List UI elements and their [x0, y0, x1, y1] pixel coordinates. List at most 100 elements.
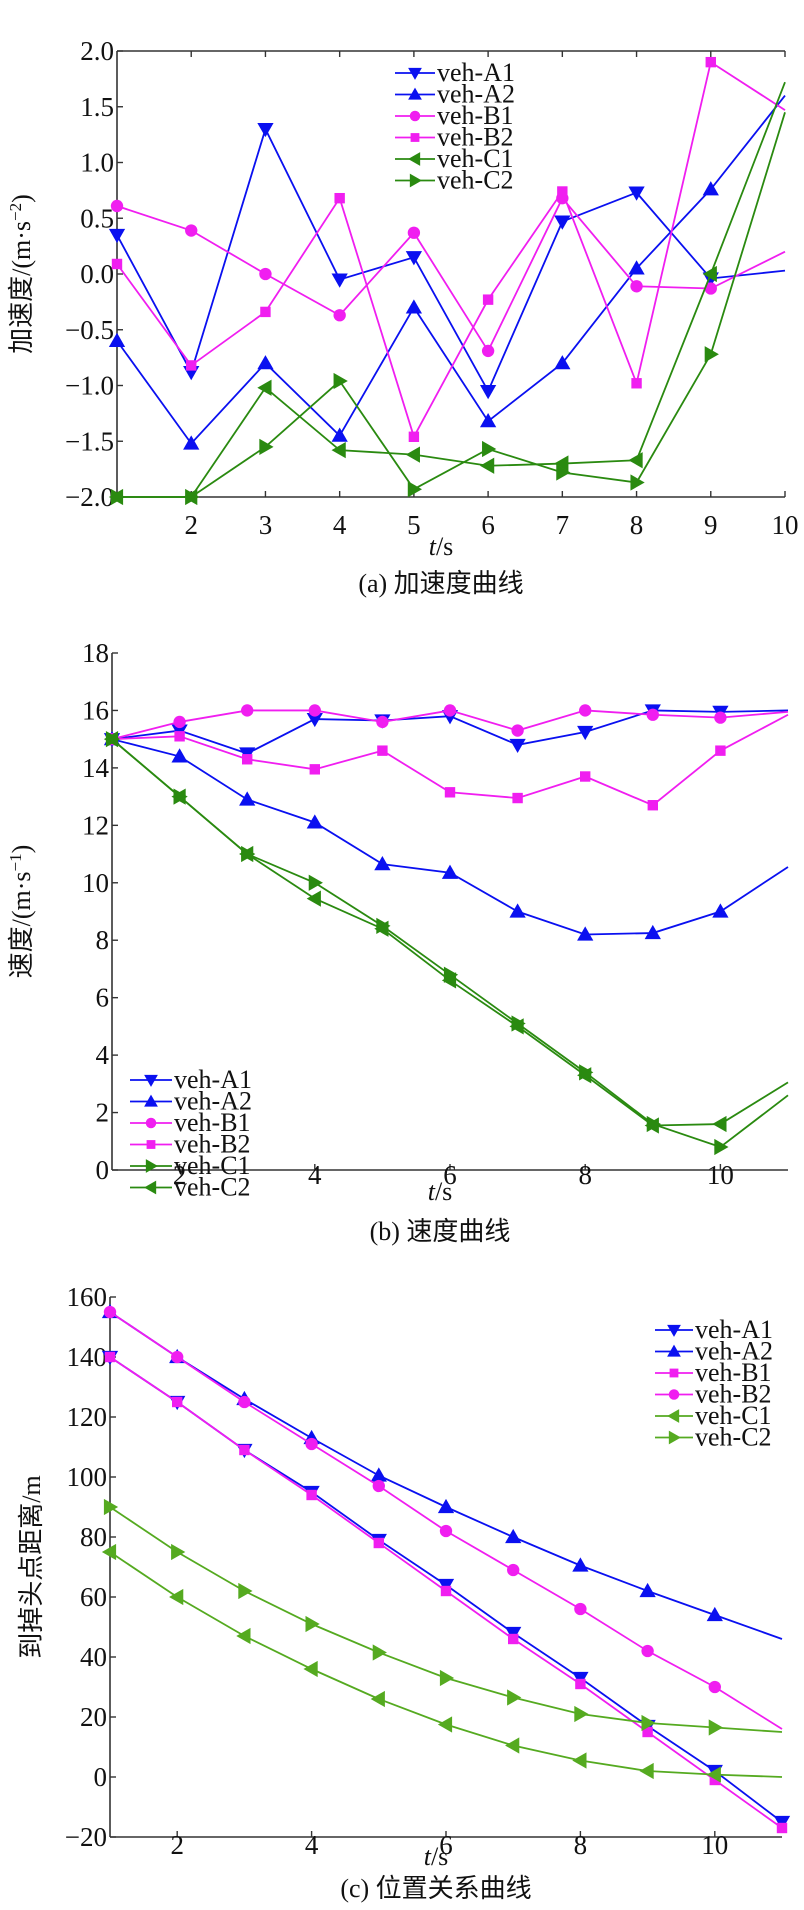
chart-caption: (a) 加速度曲线: [358, 569, 523, 598]
series-veh-b2: [106, 713, 789, 811]
x-axis-label: t/s: [424, 1842, 449, 1871]
x-tick-label: 2: [184, 510, 198, 540]
legend-marker: [145, 1159, 158, 1173]
data-point: [173, 715, 186, 729]
data-point: [702, 181, 719, 196]
x-tick-label: 5: [407, 510, 421, 540]
data-point: [708, 1680, 721, 1694]
data-point: [306, 890, 321, 907]
data-point: [103, 1305, 117, 1319]
legend-label: veh-C1: [695, 1401, 772, 1430]
data-point: [577, 1067, 592, 1084]
x-axis-label: t/s: [428, 1177, 453, 1206]
x-tick-label: 10: [772, 510, 799, 540]
x-tick-label: 10: [707, 1160, 734, 1190]
y-tick-label: 10: [82, 868, 109, 898]
legend-marker: [408, 67, 422, 80]
data-point: [169, 1588, 184, 1606]
data-point: [575, 1678, 586, 1690]
data-point: [103, 1498, 119, 1516]
data-point: [509, 1018, 524, 1035]
data-point: [333, 372, 348, 390]
legend-label: veh-A1: [695, 1315, 773, 1344]
data-point: [577, 725, 594, 741]
series-line-veh-a2: [116, 95, 786, 445]
data-point: [511, 724, 524, 737]
data-point: [407, 481, 423, 498]
data-point: [239, 845, 254, 863]
y-tick-label: −2.0: [65, 482, 114, 512]
data-point: [437, 1716, 453, 1733]
data-point: [631, 378, 642, 389]
series-veh-a2: [108, 95, 786, 450]
data-point: [238, 1582, 253, 1600]
data-point: [479, 457, 495, 474]
x-tick-label: 6: [443, 1160, 457, 1190]
data-point: [572, 1557, 589, 1572]
legend-item: veh-A2: [395, 80, 515, 109]
y-tick-label: 40: [80, 1642, 107, 1672]
y-tick-label: 0: [94, 1762, 108, 1792]
data-point: [704, 282, 717, 295]
chart-velocity: 0 2 4 6 8 10 12 14 16 18 2 4 6 8 10 t/s 速度/(m·s−1) (b) 速度…: [6, 638, 789, 1246]
x-tick-label: 8: [630, 510, 644, 540]
y-axis-label: 速度/(m·s−1): [6, 845, 37, 979]
series-line-veh-a1: [116, 126, 786, 394]
x-tick-label: 4: [308, 1160, 322, 1190]
legend-item: veh-A2: [655, 1337, 773, 1366]
data-point: [241, 704, 254, 717]
data-point: [374, 855, 391, 871]
legend-marker: [146, 1140, 156, 1149]
legend-marker: [668, 1430, 681, 1445]
data-point: [183, 435, 200, 450]
data-point: [441, 864, 459, 879]
chart-distance: −20 0 20 40 60 80 100 120 140 160 2 4 6 8 10 t/s 到掉头点距离/…: [17, 1282, 791, 1903]
x-tick-label: 7: [556, 510, 570, 540]
legend-item: veh-C2: [395, 166, 514, 195]
series-line-veh-b2: [116, 60, 786, 440]
legend-marker: [408, 152, 421, 166]
series-veh-c1: [101, 1543, 783, 1783]
y-tick-label: 14: [82, 753, 110, 783]
legend-marker: [668, 1389, 680, 1400]
y-axis-label: 到掉头点距离/m: [17, 1475, 46, 1658]
data-point: [376, 715, 389, 729]
data-point: [408, 431, 420, 442]
data-point: [709, 1774, 720, 1786]
data-point: [704, 346, 719, 363]
y-tick-label: 8: [96, 925, 110, 955]
axes: −2.0 −1.5 −1.0 −0.5 0.0 0.5 1.0 1.5 2.0 2 3 4 5 6 7 8 9 1…: [65, 36, 798, 540]
data-point: [479, 413, 497, 428]
series-veh-b1: [104, 1351, 788, 1834]
legend-label: veh-A1: [174, 1065, 252, 1094]
y-axis-label: 加速度/(m·s−2): [6, 194, 37, 354]
data-point: [370, 1467, 387, 1482]
legend-marker: [669, 1368, 679, 1378]
data-point: [443, 704, 457, 717]
legend-item: veh-A1: [130, 1065, 252, 1094]
y-tick-label: 4: [96, 1040, 110, 1070]
data-point: [110, 488, 126, 506]
data-point: [574, 1705, 589, 1723]
legend-label: veh-B2: [174, 1130, 251, 1159]
data-point: [441, 972, 457, 989]
data-point: [373, 1537, 384, 1549]
legend-label: veh-B2: [695, 1380, 772, 1409]
data-point: [437, 1498, 455, 1514]
data-point: [171, 748, 188, 763]
data-point: [405, 299, 423, 314]
x-tick-label: 8: [578, 1160, 592, 1190]
data-point: [439, 1524, 453, 1538]
data-point: [628, 186, 645, 201]
legend-label: veh-B1: [437, 101, 514, 130]
legend-item: veh-C1: [655, 1401, 772, 1430]
data-point: [334, 192, 345, 204]
legend-item: veh-A2: [130, 1087, 252, 1116]
data-point: [507, 1689, 522, 1706]
x-tick-label: 2: [170, 1830, 184, 1860]
legend-label: veh-C2: [174, 1173, 251, 1202]
data-point: [628, 452, 643, 469]
x-axis-label: t/s: [429, 532, 454, 561]
y-tick-label: −1.0: [65, 371, 114, 401]
